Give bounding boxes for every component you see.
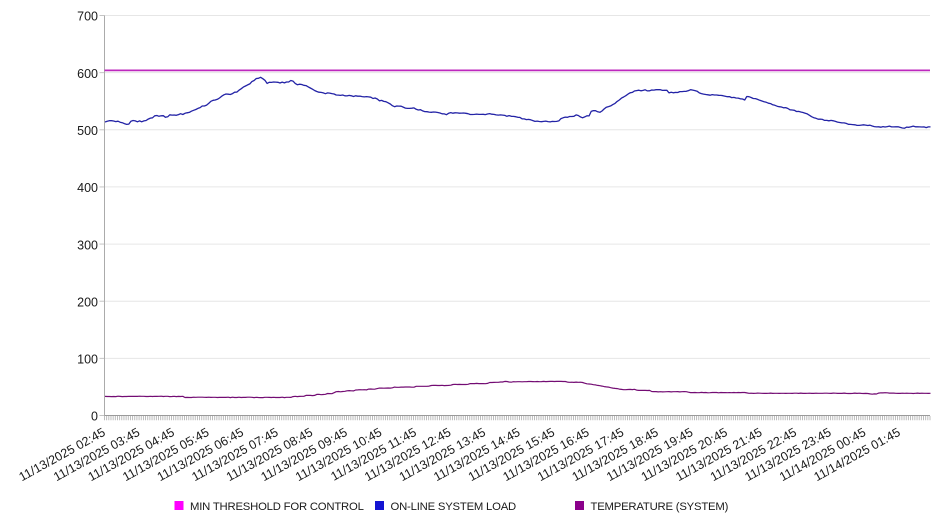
svg-text:200: 200 <box>77 295 98 309</box>
svg-text:700: 700 <box>77 10 98 24</box>
svg-text:600: 600 <box>77 67 98 81</box>
svg-text:400: 400 <box>77 181 98 195</box>
svg-text:500: 500 <box>77 124 98 138</box>
svg-text:300: 300 <box>77 238 98 252</box>
svg-text:100: 100 <box>77 353 98 367</box>
svg-text:TEMPERATURE (SYSTEM): TEMPERATURE (SYSTEM) <box>591 501 729 513</box>
svg-text:0: 0 <box>91 410 98 424</box>
svg-text:ON-LINE SYSTEM LOAD: ON-LINE SYSTEM LOAD <box>391 501 517 513</box>
svg-text:MIN THRESHOLD FOR CONTROL: MIN THRESHOLD FOR CONTROL <box>190 501 364 513</box>
